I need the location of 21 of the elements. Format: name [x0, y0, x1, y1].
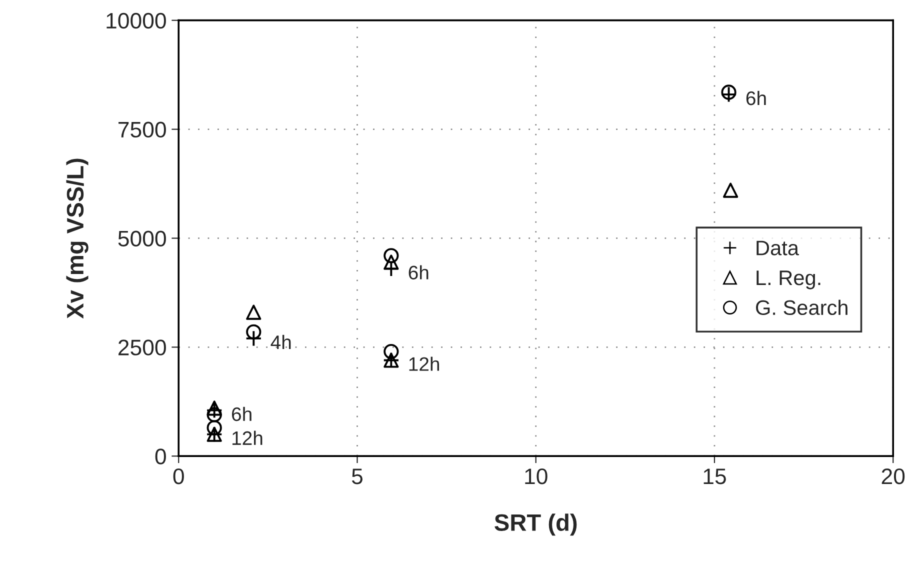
- y-tick-label: 7500: [118, 122, 166, 138]
- x-axis-title: SRT (d): [494, 514, 577, 536]
- x-tick-label: 5: [352, 468, 362, 484]
- x-tick-label: 10: [525, 468, 548, 484]
- annotation: 6h: [408, 265, 428, 280]
- y-tick-label: 10000: [106, 12, 166, 29]
- legend-label: L. Reg.: [756, 270, 820, 290]
- annotation: 4h: [270, 334, 291, 350]
- y-tick-label: 0: [155, 448, 166, 464]
- x-tick-label: 20: [882, 468, 905, 484]
- annotation: 12h: [232, 430, 262, 445]
- y-axis-title: Xv (mg VSS/L): [66, 158, 88, 319]
- y-tick-label: 5000: [118, 230, 166, 246]
- annotation: 12h: [409, 356, 440, 371]
- annotation: 6h: [746, 90, 766, 106]
- annotation: 6h: [232, 406, 252, 422]
- x-tick-label: 0: [173, 468, 184, 484]
- legend-label: G. Search: [756, 300, 848, 316]
- x-tick-label: 15: [704, 468, 726, 484]
- y-tick-label: 2500: [118, 340, 166, 356]
- legend-label: Data: [756, 240, 799, 256]
